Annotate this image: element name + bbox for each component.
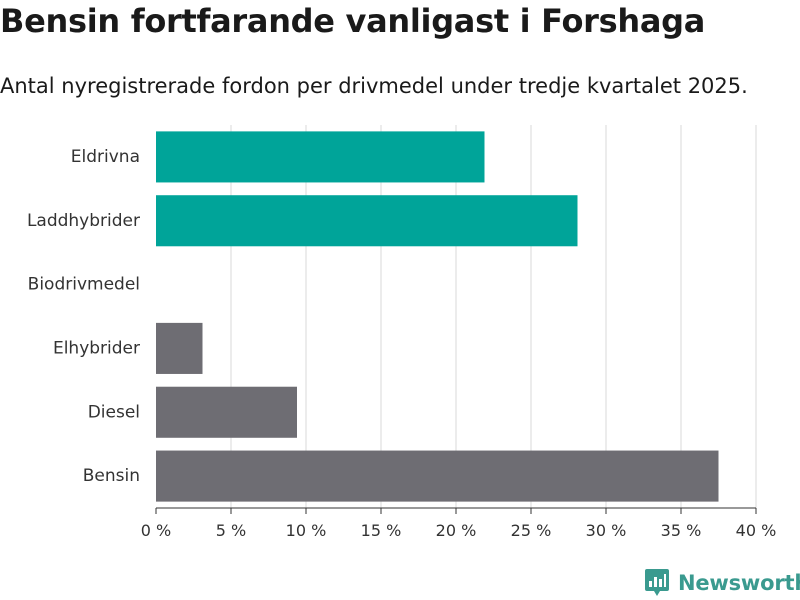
brand-name: Newsworthy [678,571,800,595]
bar-diesel [156,386,297,438]
bar-chart-speech-bubble-icon [645,569,669,596]
bar-bensin [156,450,719,502]
x-tick-label: 20 % [436,521,477,540]
x-tick-label: 0 % [141,521,171,540]
bar-elhybrider [156,322,203,374]
category-label: Laddhybrider [27,211,140,231]
chart-subtitle: Antal nyregistrerade fordon per drivmede… [0,74,748,98]
grid-lines [230,125,757,508]
category-label: Eldrivna [71,147,140,167]
x-tick-label: 15 % [361,521,402,540]
category-labels: Eldrivna Laddhybrider Biodrivmedel Elhybrid… [27,147,140,486]
x-tick-label: 10 % [286,521,327,540]
x-tick-label: 5 % [216,521,246,540]
chart-title: Bensin fortfarande vanligast i Forshaga [0,2,706,40]
category-label: Diesel [88,402,140,422]
bar-eldrivna [156,131,485,183]
x-tick-label: 40 % [736,521,777,540]
x-tick-label: 35 % [661,521,702,540]
newsworthy-logo: Newsworthy [644,568,800,598]
category-label: Biodrivmedel [28,275,140,295]
bar-laddhybrider [156,195,578,247]
x-tick-label: 30 % [586,521,627,540]
category-label: Elhybrider [53,338,140,358]
category-label: Bensin [83,466,140,486]
bars [156,131,719,502]
x-tick-label: 25 % [511,521,552,540]
x-axis: 0 % 5 % 10 % 15 % 20 % 25 % 30 % 35 % 40 % [141,507,777,540]
